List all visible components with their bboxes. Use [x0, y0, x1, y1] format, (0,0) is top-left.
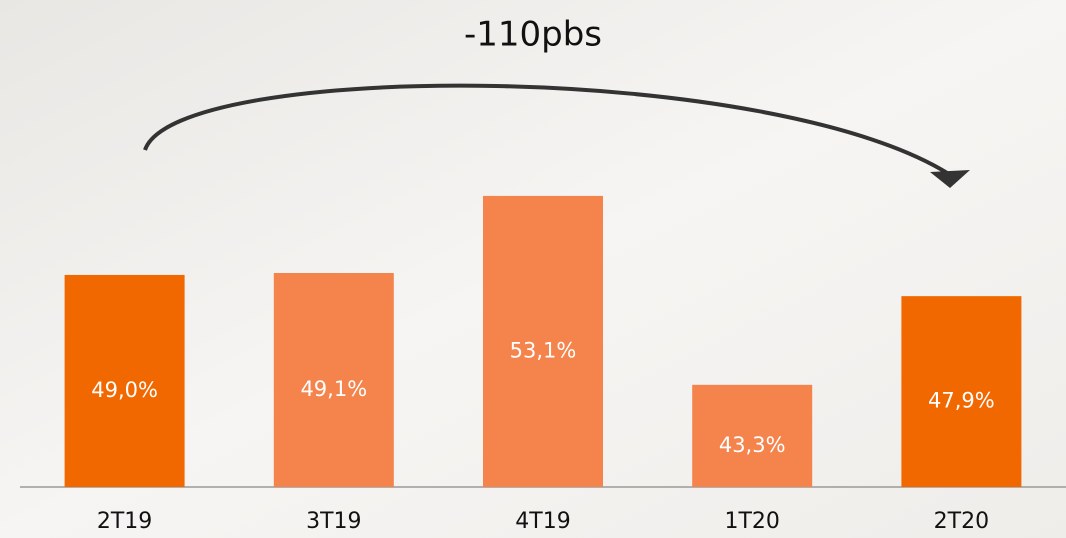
- value-label: 49,0%: [91, 378, 158, 402]
- x-tick-label: 1T20: [724, 509, 779, 534]
- value-label: 43,3%: [719, 433, 786, 457]
- value-label: 47,9%: [928, 389, 995, 413]
- x-tick-label: 2T19: [97, 509, 152, 534]
- x-tick-label: 2T20: [934, 509, 989, 534]
- value-label: 53,1%: [510, 338, 577, 362]
- x-tick-label: 3T19: [306, 509, 361, 534]
- x-tick-label: 4T19: [515, 509, 570, 534]
- chart: -110pbs 49,0% 2T19 49,1% 3T19 53,1% 4T19 43,3%…: [0, 0, 1066, 538]
- annotation: -110pbs: [464, 15, 602, 55]
- value-label: 49,1%: [300, 377, 367, 401]
